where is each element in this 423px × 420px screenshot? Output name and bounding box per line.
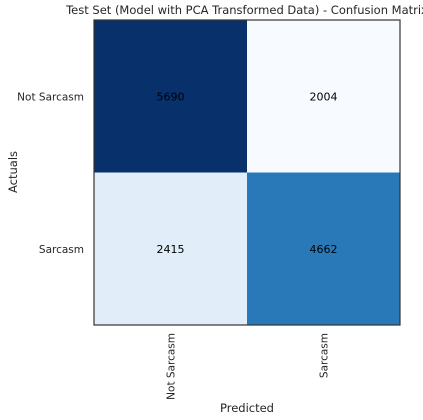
heatmap-cell-r1-c0 <box>94 172 247 325</box>
y-axis-label: Actuals <box>6 151 20 193</box>
heatmap-cell-labels: 5690 2004 2415 4662 <box>157 90 338 256</box>
plot-frame <box>93 19 401 326</box>
cell-value-r0-c1: 2004 <box>310 90 338 103</box>
chart-title: Test Set (Model with PCA Transformed Dat… <box>65 3 423 17</box>
heatmap-cell-r1-c1 <box>247 172 400 325</box>
y-tick-label-0: Not Sarcasm <box>17 91 84 103</box>
heatmap-cells <box>94 20 400 325</box>
heatmap-cell-r0-c0 <box>94 20 247 173</box>
cell-value-r0-c0: 5690 <box>157 90 185 103</box>
x-tick-label-0: Not Sarcasm <box>166 333 178 400</box>
cell-value-r1-c1: 4662 <box>310 243 338 256</box>
y-tick-label-1: Sarcasm <box>39 244 84 256</box>
y-tick-labels: Not Sarcasm Sarcasm <box>17 91 84 256</box>
x-tick-labels: Not Sarcasm Sarcasm <box>166 333 331 400</box>
heatmap-cell-r0-c1 <box>247 20 400 173</box>
x-axis-label: Predicted <box>220 401 274 415</box>
cell-value-r1-c0: 2415 <box>157 243 185 256</box>
x-tick-label-1: Sarcasm <box>319 333 331 378</box>
